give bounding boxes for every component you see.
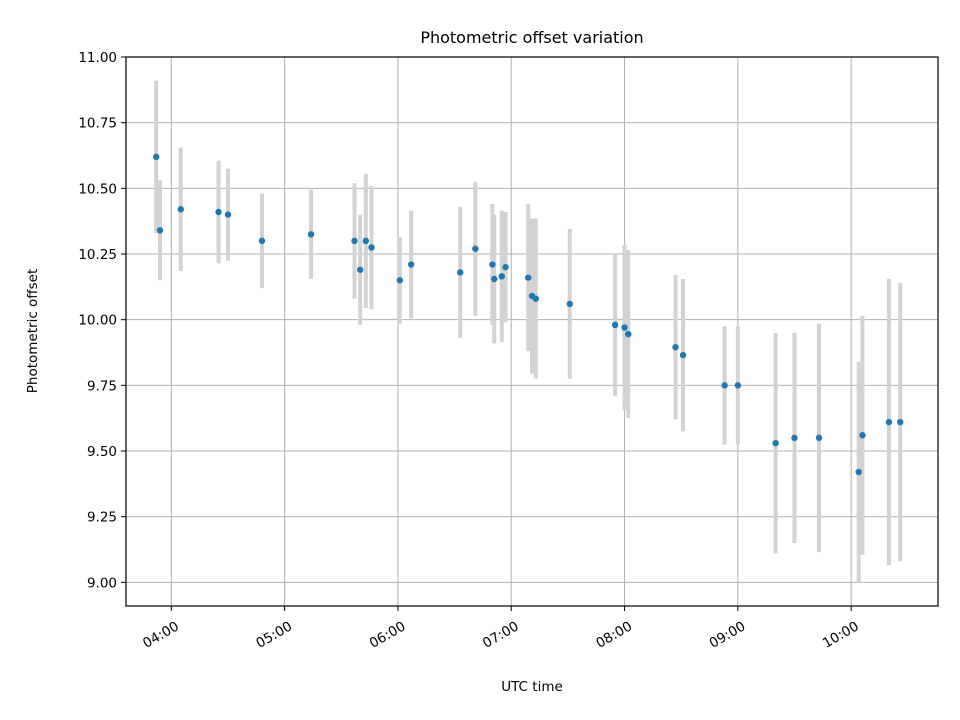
chart-title: Photometric offset variation <box>420 28 643 47</box>
data-point <box>885 418 893 426</box>
plot-frame <box>125 56 939 607</box>
data-point <box>525 274 532 281</box>
data-point <box>721 382 728 389</box>
data-point <box>156 227 164 234</box>
data-point <box>489 261 496 268</box>
y-tick-label: 10.50 <box>78 181 117 197</box>
y-tick-label: 9.25 <box>87 510 117 526</box>
y-tick-label: 9.00 <box>87 575 117 591</box>
data-points <box>153 153 904 476</box>
data-point <box>368 244 375 251</box>
data-point <box>625 330 632 338</box>
data-point <box>307 231 315 238</box>
data-point <box>362 237 370 245</box>
data-point <box>679 351 687 359</box>
data-point <box>396 277 404 284</box>
data-point <box>407 261 415 268</box>
data-point <box>672 344 679 351</box>
data-point <box>772 439 779 447</box>
data-point <box>177 206 184 213</box>
x-axis-label: UTC time <box>501 679 563 695</box>
data-point <box>224 211 232 218</box>
y-tick-label: 11.00 <box>78 50 117 66</box>
data-point <box>897 418 904 426</box>
y-tick-label: 10.00 <box>78 313 117 329</box>
data-point <box>791 434 798 442</box>
y-tick-label: 9.50 <box>87 444 117 460</box>
data-point <box>532 295 539 302</box>
data-point <box>356 266 364 273</box>
data-point <box>491 275 498 283</box>
data-point <box>351 237 358 245</box>
data-point <box>215 208 222 216</box>
data-point <box>472 245 479 252</box>
data-point <box>258 237 266 245</box>
y-tick-label: 10.25 <box>78 247 117 263</box>
data-point <box>734 382 742 389</box>
data-point <box>153 153 160 161</box>
y-tick-label: 10.75 <box>78 116 117 132</box>
data-point <box>457 269 464 276</box>
data-point <box>566 300 573 308</box>
data-point <box>855 468 862 476</box>
data-point <box>498 273 505 280</box>
data-point <box>502 263 509 271</box>
y-axis-ticks: 9.00 9.25 9.50 9.75 10.00 10.25 10.50 10.75 11.0… <box>78 50 126 591</box>
data-point <box>859 432 866 439</box>
y-tick-label: 9.75 <box>87 378 117 394</box>
data-point <box>621 324 628 331</box>
y-axis-label: Photometric offset <box>25 269 41 393</box>
data-point <box>611 321 619 329</box>
data-point <box>815 434 823 442</box>
